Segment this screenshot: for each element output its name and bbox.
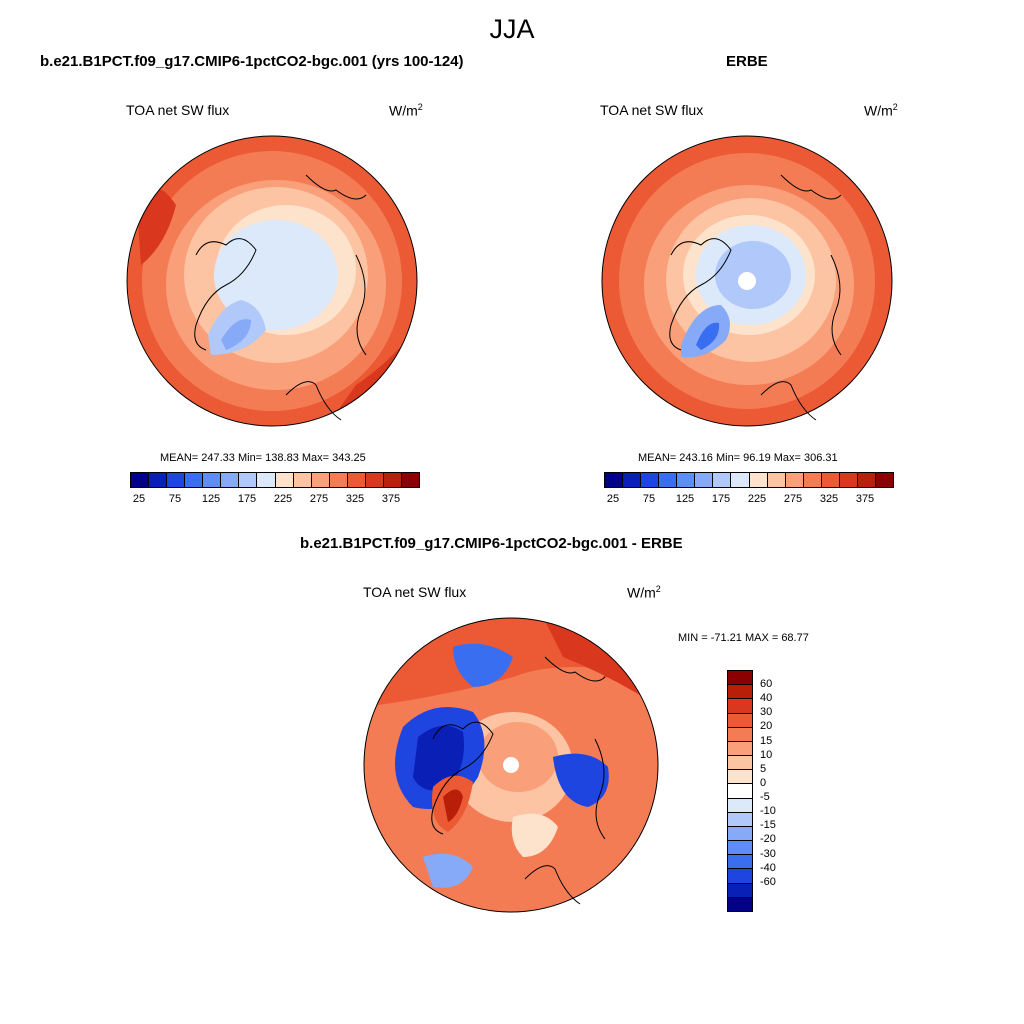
- colorbar-tick-label: 175: [237, 493, 257, 505]
- colorbar-tick-label: 325: [345, 493, 365, 505]
- colorbar-swatch: [767, 473, 786, 487]
- colorbar-tick-label: 125: [201, 493, 221, 505]
- colorbar-swatch: [728, 798, 752, 813]
- colorbar-tick-label: 275: [309, 493, 329, 505]
- colorbar-swatch: [728, 841, 752, 856]
- colorbar-tick-label: 30: [760, 706, 773, 719]
- colorbar-tick-label: 60: [760, 678, 773, 691]
- colorbar-swatch: [383, 473, 402, 487]
- colorbar-swatch: [728, 727, 752, 742]
- colorbar-swatch: [728, 699, 752, 714]
- colorbar-swatch: [875, 473, 893, 487]
- diff-unit-label: W/m2: [627, 584, 661, 601]
- colorbar-swatch: [785, 473, 804, 487]
- colorbar-tick-label: 25: [606, 493, 620, 505]
- colorbar-swatch: [605, 473, 624, 487]
- colorbar-swatch: [293, 473, 312, 487]
- colorbar-tick-label: -30: [760, 847, 776, 860]
- model-polar-map: [126, 135, 418, 427]
- colorbar-tick-label: 0: [760, 776, 767, 789]
- colorbar-tick-label: 40: [760, 692, 773, 705]
- colorbar-swatch: [659, 473, 678, 487]
- season-title: JJA: [489, 14, 535, 44]
- colorbar-swatch: [857, 473, 876, 487]
- colorbar-tick-label: 75: [642, 493, 656, 505]
- colorbar-swatch: [149, 473, 168, 487]
- colorbar-swatch: [728, 671, 752, 686]
- colorbar-swatch: [821, 473, 840, 487]
- obs-polar-map: [601, 135, 893, 427]
- colorbar-swatch: [203, 473, 222, 487]
- colorbar-swatch: [695, 473, 714, 487]
- colorbar-tick-label: -60: [760, 875, 776, 888]
- colorbar-tick-label: 325: [819, 493, 839, 505]
- colorbar-tick-label: -5: [760, 791, 770, 804]
- colorbar-swatch: [728, 770, 752, 785]
- colorbar-swatch: [728, 685, 752, 700]
- colorbar-swatch: [641, 473, 660, 487]
- model-colorbar: [130, 472, 420, 488]
- colorbar-swatch: [347, 473, 366, 487]
- colorbar-swatch: [713, 473, 732, 487]
- colorbar-tick-label: 20: [760, 720, 773, 733]
- colorbar-swatch: [749, 473, 768, 487]
- colorbar-swatch: [131, 473, 150, 487]
- colorbar-swatch: [728, 741, 752, 757]
- model-stats: MEAN= 247.33 Min= 138.83 Max= 343.25: [160, 452, 366, 464]
- colorbar-tick-label: 5: [760, 762, 767, 775]
- colorbar-swatch: [728, 812, 752, 827]
- obs-unit-label: W/m2: [864, 102, 898, 119]
- colorbar-swatch: [275, 473, 294, 487]
- colorbar-tick-label: 75: [168, 493, 182, 505]
- colorbar-swatch: [623, 473, 642, 487]
- colorbar-tick-label: 225: [273, 493, 293, 505]
- colorbar-swatch: [311, 473, 330, 487]
- colorbar-tick-label: 375: [855, 493, 875, 505]
- colorbar-swatch: [839, 473, 858, 487]
- colorbar-swatch: [803, 473, 822, 487]
- diff-panel-title: b.e21.B1PCT.f09_g17.CMIP6-1pctCO2-bgc.00…: [300, 535, 683, 552]
- colorbar-tick-label: -15: [760, 819, 776, 832]
- colorbar-swatch: [221, 473, 240, 487]
- colorbar-swatch: [728, 713, 752, 728]
- model-panel-title: b.e21.B1PCT.f09_g17.CMIP6-1pctCO2-bgc.00…: [40, 53, 464, 70]
- colorbar-swatch: [731, 473, 750, 487]
- colorbar-swatch: [365, 473, 384, 487]
- colorbar-swatch: [728, 897, 752, 911]
- diff-colorbar: [727, 670, 753, 912]
- model-unit-label: W/m2: [389, 102, 423, 119]
- colorbar-tick-label: 275: [783, 493, 803, 505]
- colorbar-tick-label: 125: [675, 493, 695, 505]
- colorbar-swatch: [677, 473, 696, 487]
- colorbar-tick-label: 375: [381, 493, 401, 505]
- colorbar-tick-label: -10: [760, 805, 776, 818]
- colorbar-tick-label: 15: [760, 734, 773, 747]
- colorbar-swatch: [401, 473, 419, 487]
- colorbar-tick-label: 25: [132, 493, 146, 505]
- colorbar-swatch: [728, 869, 752, 884]
- colorbar-tick-label: 10: [760, 748, 773, 761]
- colorbar-swatch: [329, 473, 348, 487]
- colorbar-swatch: [239, 473, 258, 487]
- colorbar-swatch: [185, 473, 204, 487]
- diff-variable-label: TOA net SW flux: [363, 584, 467, 600]
- obs-colorbar: [604, 472, 894, 488]
- obs-panel-title: ERBE: [726, 53, 768, 70]
- colorbar-swatch: [728, 883, 752, 898]
- colorbar-swatch: [728, 855, 752, 870]
- diff-polar-map: [363, 617, 659, 913]
- colorbar-swatch: [728, 784, 752, 799]
- colorbar-swatch: [728, 826, 752, 842]
- colorbar-tick-label: -20: [760, 833, 776, 846]
- colorbar-tick-label: 175: [711, 493, 731, 505]
- diff-stats: MIN = -71.21 MAX = 68.77: [678, 632, 809, 644]
- obs-variable-label: TOA net SW flux: [600, 102, 704, 118]
- colorbar-tick-label: 225: [747, 493, 767, 505]
- obs-stats: MEAN= 243.16 Min= 96.19 Max= 306.31: [638, 452, 838, 464]
- colorbar-tick-label: -40: [760, 861, 776, 874]
- colorbar-swatch: [257, 473, 276, 487]
- colorbar-swatch: [728, 756, 752, 771]
- model-variable-label: TOA net SW flux: [126, 102, 230, 118]
- colorbar-swatch: [167, 473, 186, 487]
